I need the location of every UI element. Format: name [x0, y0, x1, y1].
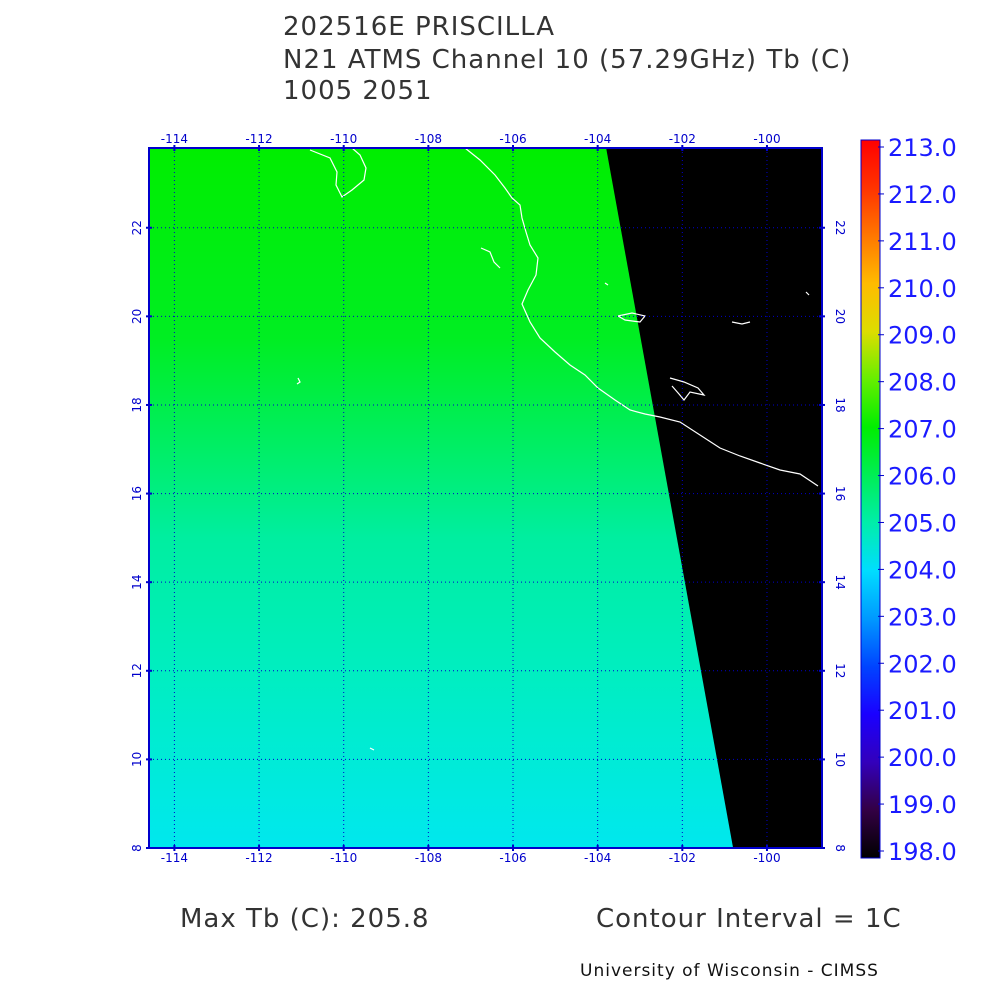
product-title: N21 ATMS Channel 10 (57.29GHz) Tb (C) [283, 45, 852, 75]
colorbar-label: 203.0 [888, 603, 957, 631]
lat-tick-label-left: 22 [130, 220, 144, 235]
colorbar-label: 206.0 [888, 463, 957, 491]
islets-2 [480, 247, 501, 269]
lat-tick-label-right: 16 [833, 486, 847, 501]
colorbar-label: 208.0 [888, 369, 957, 397]
lat-lon-grid [149, 148, 822, 848]
colorbar-label: 213.0 [888, 134, 957, 162]
islet-5 [805, 291, 810, 296]
lon-tick-label-top: -102 [669, 132, 696, 146]
colorbar-label: 204.0 [888, 556, 957, 584]
colorbar: 213.0 212.0 211.0 210.0 209.0 208.0 207.0 206.0… [860, 134, 957, 866]
islet-3 [296, 377, 301, 385]
lat-tick-label-right: 8 [833, 844, 847, 852]
lat-tick-label-left: 14 [130, 575, 144, 590]
lat-tick-label-left: 16 [130, 486, 144, 501]
lon-tick-label-top: -110 [330, 132, 357, 146]
colorbar-labels: 213.0 212.0 211.0 210.0 209.0 208.0 207.0 206.0… [878, 134, 957, 866]
lon-tick-label-top: -104 [584, 132, 611, 146]
max-tb-label: Max Tb (C): 205.8 [180, 904, 430, 934]
lat-tick-label-right: 22 [833, 220, 847, 235]
colorbar-label: 199.0 [888, 791, 957, 819]
islets [731, 321, 751, 325]
colorbar-label: 201.0 [888, 697, 957, 725]
colorbar-label: 200.0 [888, 744, 957, 772]
lon-tick-label-bottom: -104 [584, 851, 611, 865]
colorbar-label: 205.0 [888, 509, 957, 537]
lat-tick-label-left: 18 [130, 397, 144, 412]
lon-tick-label-bottom: -102 [669, 851, 696, 865]
colorbar-label: 207.0 [888, 416, 957, 444]
date-time-title: 1005 2051 [283, 76, 433, 106]
lat-tick-label-right: 12 [833, 663, 847, 678]
lat-tick-label-left: 8 [130, 844, 144, 852]
axis-ticks: -114 -114 -112 -112 -110 -110 -108 -108 -106 -106… [130, 132, 847, 865]
lon-tick-label-top: -106 [499, 132, 526, 146]
mainland-coastline [464, 148, 819, 487]
lon-tick-label-top: -112 [245, 132, 272, 146]
baja-coastline [309, 148, 367, 198]
lat-tick-label-right: 10 [833, 752, 847, 767]
colorbar-scale [860, 139, 881, 859]
lon-tick-label-bottom: -112 [245, 851, 272, 865]
lake-chapala [669, 377, 706, 401]
islet-6 [369, 747, 375, 751]
lon-tick-label-bottom: -110 [330, 851, 357, 865]
colorbar-label: 202.0 [888, 650, 957, 678]
islet-4 [604, 282, 609, 286]
colorbar-label: 198.0 [888, 838, 957, 866]
lon-tick-label-bottom: -106 [499, 851, 526, 865]
lon-tick-label-bottom: -100 [753, 851, 780, 865]
colorbar-label: 211.0 [888, 228, 957, 256]
no-data-region [606, 148, 822, 848]
lon-tick-label-top: -114 [161, 132, 188, 146]
coastline [296, 148, 819, 751]
lon-tick-label-top: -100 [753, 132, 780, 146]
colorbar-label: 212.0 [888, 181, 957, 209]
credit-label: University of Wisconsin - CIMSS [580, 961, 879, 981]
colorbar-label: 210.0 [888, 275, 957, 303]
lat-tick-label-right: 18 [833, 397, 847, 412]
brightness-temperature-map: -114 -114 -112 -112 -110 -110 -108 -108 -106 -106… [130, 132, 957, 866]
islas-marias [617, 312, 647, 323]
lat-tick-label-left: 12 [130, 663, 144, 678]
lat-tick-label-left: 10 [130, 752, 144, 767]
lon-tick-label-bottom: -108 [415, 851, 442, 865]
lon-tick-label-bottom: -114 [161, 851, 188, 865]
map-frame [148, 147, 823, 849]
colorbar-label: 209.0 [888, 322, 957, 350]
lat-tick-label-right: 14 [833, 575, 847, 590]
contour-interval-label: Contour Interval = 1C [596, 904, 902, 934]
lon-tick-label-top: -108 [415, 132, 442, 146]
lat-tick-label-left: 20 [130, 309, 144, 324]
storm-title: 202516E PRISCILLA [283, 12, 556, 42]
lat-tick-label-right: 20 [833, 309, 847, 324]
